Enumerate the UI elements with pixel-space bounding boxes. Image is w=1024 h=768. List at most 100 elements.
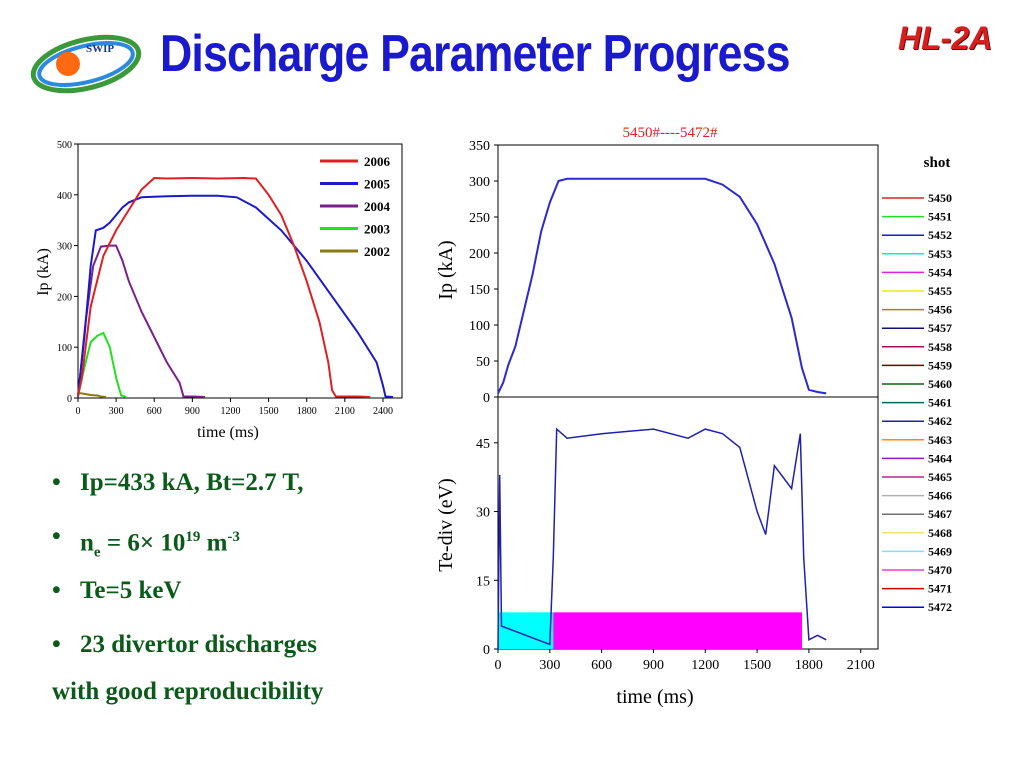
logo-text: SWIP bbox=[86, 43, 114, 55]
bullet-text: Ip=433 kA, Bt=2.7 T, bbox=[80, 469, 304, 496]
y-tick-label: 0 bbox=[483, 391, 490, 406]
legend-label: 2006 bbox=[364, 154, 391, 169]
bullet-item: • Ip=433 kA, Bt=2.7 T, bbox=[52, 466, 317, 520]
chart2-bottom-ylabel: Te-div (eV) bbox=[435, 478, 457, 572]
y-tick-label: 0 bbox=[67, 394, 72, 405]
x-tick-label: 1200 bbox=[691, 658, 719, 673]
legend-label: 5458 bbox=[928, 340, 952, 354]
legend-label: 2002 bbox=[364, 244, 390, 259]
chart1-xlabel: time (ms) bbox=[197, 424, 259, 441]
legend-label: 5459 bbox=[928, 358, 952, 372]
legend-label: 5462 bbox=[928, 414, 952, 428]
chart2-xlabel: time (ms) bbox=[616, 686, 693, 708]
x-tick-label: 900 bbox=[185, 406, 200, 417]
series-line-2004 bbox=[77, 244, 206, 398]
bullet-item: • 23 divertor discharges bbox=[52, 628, 317, 682]
legend-label: 5455 bbox=[928, 284, 952, 298]
legend-label: 5465 bbox=[928, 470, 952, 484]
legend-label: 5451 bbox=[928, 210, 952, 224]
swip-logo: SWIP bbox=[30, 34, 142, 94]
legend-label: 5466 bbox=[928, 489, 952, 503]
te-highlight-region bbox=[498, 612, 554, 649]
legend-label: 2003 bbox=[364, 222, 391, 237]
bullet-dot: • bbox=[52, 577, 61, 604]
legend-label: 2004 bbox=[364, 199, 391, 214]
bullet-dot: • bbox=[52, 631, 61, 658]
legend-label: 5457 bbox=[928, 321, 952, 335]
y-tick-label: 100 bbox=[469, 319, 490, 334]
y-tick-label: 500 bbox=[57, 140, 72, 151]
page-title: Discharge Parameter Progress bbox=[160, 25, 791, 83]
legend-label: 5467 bbox=[928, 507, 952, 521]
series-line-2003 bbox=[77, 331, 127, 398]
y-tick-label: 100 bbox=[57, 343, 72, 354]
series-line-2005 bbox=[77, 194, 394, 398]
ip-history-chart: 0 300 600 900 1200 1500 1800 2100 2400 0 100 200 300… bbox=[35, 140, 403, 441]
x-tick-label: 1800 bbox=[297, 406, 317, 417]
legend-label: 5450 bbox=[928, 191, 952, 205]
x-tick-label: 1500 bbox=[259, 406, 279, 417]
chart2-top-ylabel: Ip (kA) bbox=[435, 240, 457, 299]
y-tick-label: 30 bbox=[476, 506, 490, 521]
y-tick-label: 0 bbox=[483, 643, 490, 658]
series-line-2006 bbox=[77, 176, 371, 398]
x-tick-label: 0 bbox=[76, 406, 81, 417]
x-tick-label: 300 bbox=[109, 406, 124, 417]
legend-label: 5460 bbox=[928, 377, 952, 391]
bullet-list: • Ip=433 kA, Bt=2.7 T, • ne = 6× 1019 m-… bbox=[52, 466, 317, 682]
legend-label: 2005 bbox=[364, 177, 391, 192]
x-tick-label: 600 bbox=[147, 406, 162, 417]
shot-comparison-chart: 5450#----5472# 0501001502002503003500153… bbox=[435, 125, 952, 708]
chart1-ylabel: Ip (kA) bbox=[35, 248, 52, 296]
x-tick-label: 1200 bbox=[220, 406, 240, 417]
y-tick-label: 200 bbox=[469, 247, 490, 262]
legend-label: 5456 bbox=[928, 303, 952, 317]
legend-label: 5472 bbox=[928, 600, 952, 614]
chart1-plot-frame bbox=[77, 143, 403, 399]
bullet-dot: • bbox=[52, 469, 61, 496]
bullet-text: 23 divertor discharges bbox=[80, 631, 318, 658]
x-tick-label: 1500 bbox=[743, 658, 771, 673]
y-tick-label: 45 bbox=[476, 437, 490, 452]
legend-label: 5469 bbox=[928, 544, 952, 558]
y-tick-label: 200 bbox=[57, 292, 72, 303]
bullet-item: • Te=5 keV bbox=[52, 574, 317, 628]
y-tick-label: 15 bbox=[476, 574, 490, 589]
chart2-top-frame bbox=[497, 144, 879, 398]
ip-shot-line bbox=[497, 177, 827, 395]
ne-value: = 6× 10 bbox=[100, 529, 186, 557]
te-div-line bbox=[497, 427, 827, 650]
legend-label: 5463 bbox=[928, 433, 952, 447]
bullet-text: Te=5 keV bbox=[80, 577, 182, 604]
ne-unit-exponent: -3 bbox=[227, 529, 240, 545]
legend-label: 5454 bbox=[928, 265, 952, 279]
y-tick-label: 400 bbox=[57, 191, 72, 202]
x-tick-label: 300 bbox=[539, 658, 560, 673]
y-tick-label: 50 bbox=[476, 355, 490, 370]
ne-exponent: 19 bbox=[185, 529, 201, 545]
legend-label: 5471 bbox=[928, 582, 952, 596]
te-highlight-region bbox=[553, 612, 802, 649]
y-tick-label: 250 bbox=[469, 211, 490, 226]
x-tick-label: 600 bbox=[591, 658, 612, 673]
chart2-title: 5450#----5472# bbox=[623, 125, 718, 141]
legend-label: 5452 bbox=[928, 228, 952, 242]
closing-text: with good reproducibility bbox=[52, 678, 324, 705]
ne-symbol: n bbox=[80, 529, 94, 557]
chart2-legend-title: shot bbox=[924, 155, 951, 171]
ne-unit: m bbox=[200, 529, 228, 557]
x-tick-label: 2100 bbox=[335, 406, 355, 417]
x-tick-label: 2100 bbox=[847, 658, 875, 673]
x-tick-label: 900 bbox=[643, 658, 664, 673]
legend-label: 5470 bbox=[928, 563, 952, 577]
legend-label: 5464 bbox=[928, 451, 952, 465]
y-tick-label: 150 bbox=[469, 283, 490, 298]
ne-subscript: e bbox=[93, 544, 101, 561]
legend-label: 5468 bbox=[928, 526, 952, 540]
y-tick-label: 300 bbox=[469, 175, 490, 190]
x-tick-label: 1800 bbox=[795, 658, 823, 673]
bullet-item: • ne = 6× 1019 m-3 bbox=[52, 520, 317, 574]
y-tick-label: 300 bbox=[57, 242, 72, 253]
legend-label: 5461 bbox=[928, 396, 952, 410]
brand-label: HL-2A bbox=[898, 20, 993, 56]
